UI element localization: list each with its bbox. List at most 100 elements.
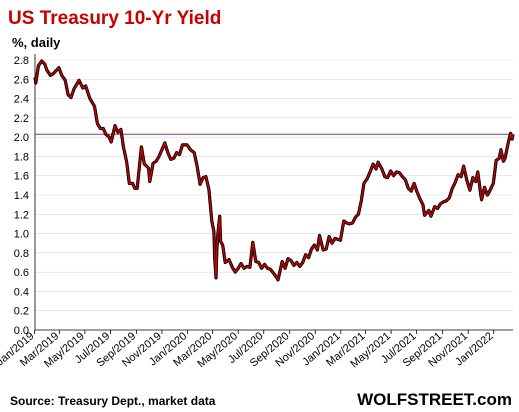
data-point bbox=[85, 85, 87, 87]
y-tick-label: 2.0 bbox=[14, 132, 29, 144]
y-tick-label: 0.2 bbox=[14, 306, 29, 318]
data-point bbox=[234, 271, 236, 273]
data-point bbox=[110, 141, 112, 143]
data-point bbox=[281, 260, 283, 263]
data-point bbox=[193, 152, 195, 154]
data-point bbox=[199, 183, 201, 185]
data-point bbox=[460, 176, 462, 178]
data-point bbox=[434, 206, 436, 208]
data-point bbox=[387, 177, 389, 179]
data-point bbox=[488, 192, 490, 194]
data-point bbox=[186, 144, 188, 146]
data-point bbox=[393, 175, 395, 177]
data-point bbox=[442, 201, 445, 203]
data-point bbox=[339, 239, 341, 241]
y-tick-label: 2.6 bbox=[14, 74, 29, 86]
y-tick-label: 2.8 bbox=[14, 55, 29, 67]
data-point bbox=[366, 178, 368, 180]
data-point bbox=[231, 266, 233, 268]
data-point bbox=[407, 187, 409, 189]
data-point bbox=[331, 242, 333, 244]
data-point bbox=[316, 249, 318, 251]
data-point bbox=[222, 244, 224, 246]
data-point bbox=[495, 159, 497, 161]
data-point bbox=[492, 182, 494, 184]
data-point bbox=[61, 74, 63, 76]
data-point bbox=[354, 216, 357, 218]
data-point bbox=[451, 187, 453, 189]
y-tick-label: 1.8 bbox=[14, 151, 29, 163]
data-point bbox=[78, 79, 80, 81]
data-point bbox=[58, 67, 60, 69]
data-point bbox=[214, 258, 216, 260]
data-point bbox=[240, 262, 242, 265]
data-point bbox=[246, 265, 248, 267]
data-point bbox=[390, 170, 392, 172]
data-point bbox=[41, 60, 43, 62]
data-point bbox=[164, 142, 166, 144]
data-point bbox=[343, 220, 345, 222]
data-point bbox=[481, 199, 483, 201]
data-point bbox=[211, 220, 213, 222]
data-point bbox=[167, 152, 169, 154]
data-point bbox=[290, 260, 292, 262]
grid-layer bbox=[35, 59, 513, 312]
data-point bbox=[52, 72, 55, 75]
axes-layer bbox=[34, 54, 513, 334]
data-point bbox=[302, 261, 304, 264]
data-point bbox=[105, 133, 107, 135]
data-point bbox=[305, 254, 307, 256]
y-tick-label: 1.0 bbox=[14, 229, 29, 241]
data-point bbox=[463, 165, 465, 167]
data-point bbox=[147, 167, 150, 169]
data-point bbox=[269, 268, 271, 270]
data-point bbox=[395, 171, 398, 173]
data-point bbox=[293, 264, 295, 266]
data-point bbox=[428, 209, 430, 211]
data-point bbox=[413, 182, 415, 184]
data-point bbox=[176, 152, 178, 154]
data-point bbox=[512, 133, 514, 135]
y-tick-label: 0.6 bbox=[14, 267, 29, 279]
series-layer bbox=[33, 59, 515, 282]
data-point bbox=[318, 234, 321, 237]
data-point bbox=[422, 204, 424, 206]
data-point bbox=[439, 203, 442, 205]
data-point bbox=[334, 237, 336, 239]
data-point bbox=[82, 87, 84, 89]
data-point bbox=[264, 263, 266, 265]
data-point bbox=[35, 82, 37, 84]
data-point bbox=[114, 125, 116, 127]
data-point bbox=[469, 189, 471, 191]
data-point bbox=[170, 158, 172, 160]
data-point bbox=[509, 132, 512, 134]
data-point bbox=[419, 198, 421, 200]
data-point bbox=[480, 193, 482, 195]
data-point bbox=[266, 267, 269, 269]
data-point bbox=[416, 191, 418, 193]
data-point bbox=[208, 188, 210, 190]
data-point bbox=[149, 180, 151, 183]
data-point bbox=[249, 266, 251, 268]
data-point bbox=[504, 157, 506, 159]
data-point bbox=[173, 157, 175, 159]
y-tick-label: 2.2 bbox=[14, 113, 29, 125]
data-point bbox=[346, 222, 348, 224]
data-point bbox=[220, 240, 222, 242]
data-point bbox=[457, 174, 459, 176]
data-point bbox=[46, 70, 48, 72]
data-point bbox=[122, 146, 124, 148]
data-point bbox=[70, 97, 72, 99]
data-point bbox=[261, 267, 263, 269]
data-point bbox=[375, 168, 377, 170]
data-point bbox=[384, 176, 386, 178]
data-point bbox=[49, 74, 52, 76]
data-point bbox=[252, 241, 254, 243]
data-point bbox=[219, 215, 221, 217]
data-point bbox=[178, 153, 181, 156]
data-point bbox=[96, 123, 98, 125]
data-point bbox=[275, 276, 277, 278]
data-point bbox=[498, 157, 500, 159]
data-point bbox=[277, 279, 279, 281]
